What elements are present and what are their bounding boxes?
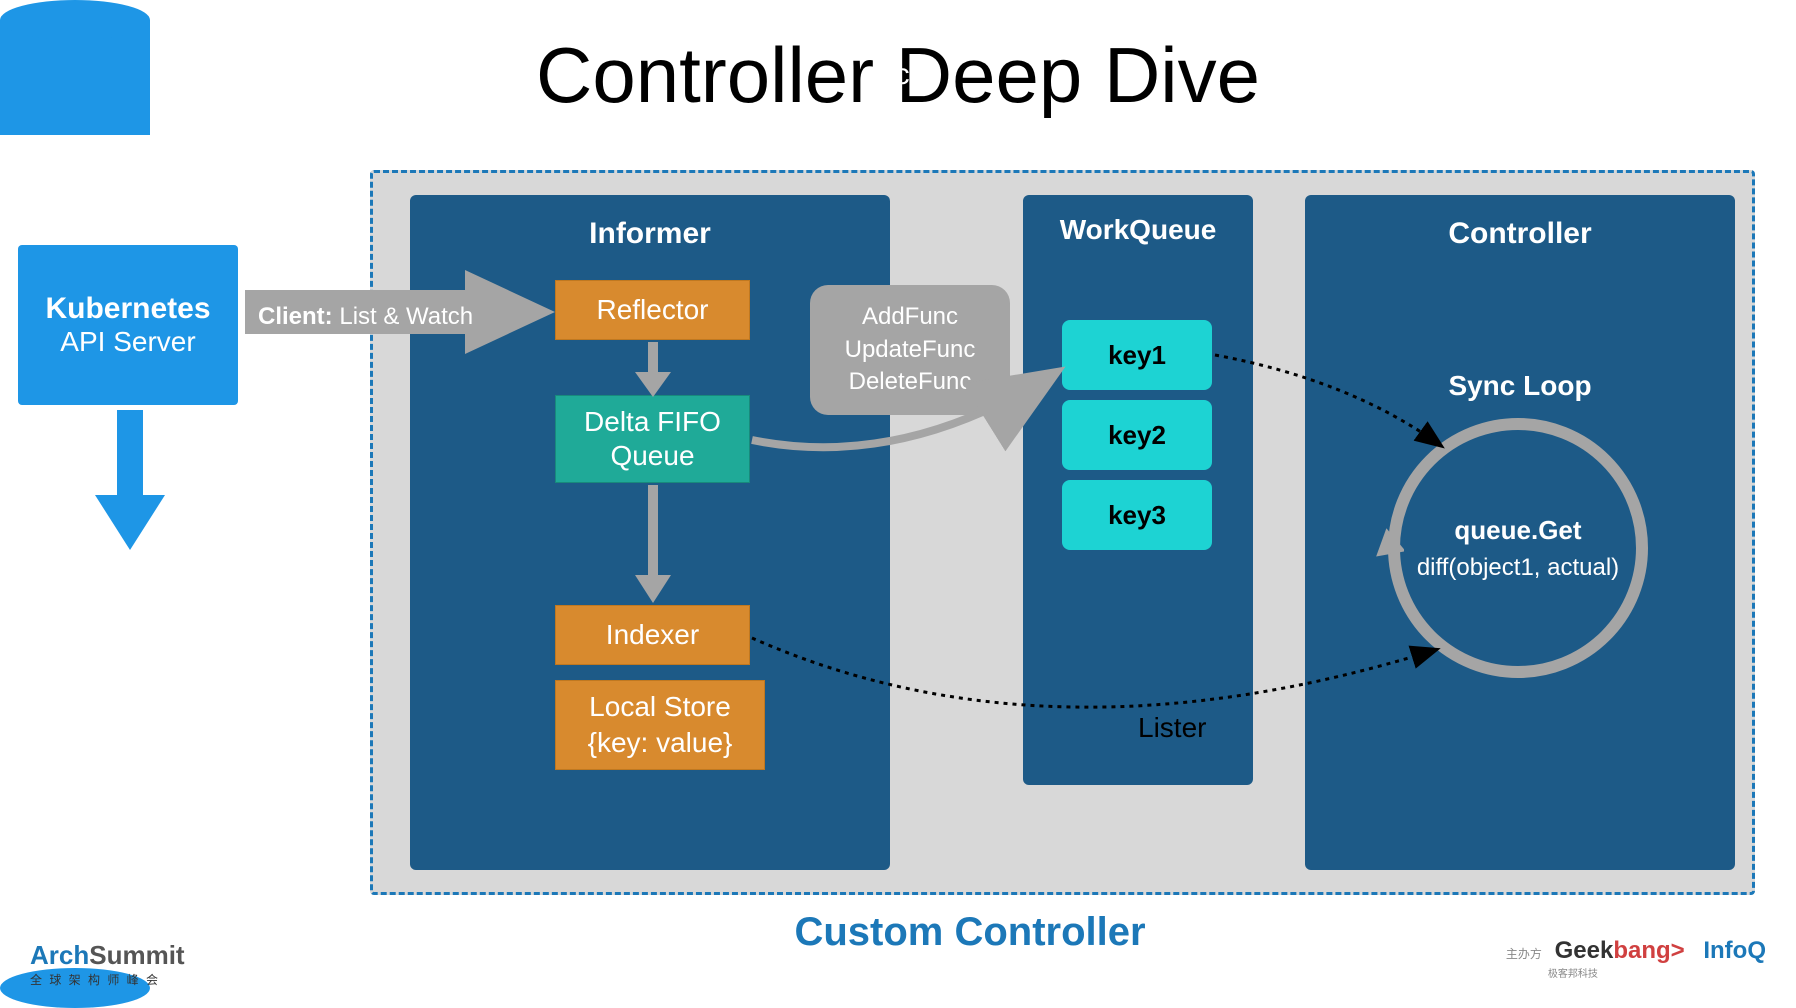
arrow-reflector-fifo (635, 342, 671, 397)
informer-title: Informer (410, 217, 890, 251)
workqueue-title: WorkQueue (1023, 213, 1253, 247)
etcd-label: etcd (0, 58, 1796, 92)
sync-loop-label: Sync Loop (1395, 370, 1645, 402)
indexer-box: Indexer (555, 605, 750, 665)
k8s-label-1: Kubernetes (45, 292, 210, 326)
custom-controller-label: Custom Controller (720, 910, 1220, 955)
sync-loop-l1: queue.Get (1454, 515, 1581, 546)
callback-funcs-box: AddFuncUpdateFuncDeleteFunc (810, 285, 1010, 415)
workqueue-key3: key3 (1062, 480, 1212, 550)
local-store-box: Local Store{key: value} (555, 680, 765, 770)
controller-title: Controller (1305, 217, 1735, 251)
workqueue-key2: key2 (1062, 400, 1212, 470)
arrow-fifo-indexer (635, 485, 671, 603)
k8s-label-2: API Server (60, 326, 195, 358)
arrow-k8s-etcd (95, 410, 165, 555)
footer-left-logo: ArchSummit 全 球 架 构 师 峰 会 (30, 940, 185, 988)
reflector-box: Reflector (555, 280, 750, 340)
arrow-client-label: Client: List & Watch (258, 303, 473, 331)
workqueue-key1: key1 (1062, 320, 1212, 390)
sync-loop-arrowhead (1374, 528, 1404, 558)
sync-loop-l2: diff(object1, actual) (1417, 554, 1619, 582)
sync-loop-circle: queue.Get diff(object1, actual) (1388, 418, 1648, 678)
lister-label: Lister (1138, 712, 1206, 744)
k8s-api-box: Kubernetes API Server (18, 245, 238, 405)
footer-right-logos: 主办方 Geekbang> InfoQ 极客邦科技 (1506, 937, 1766, 980)
delta-fifo-box: Delta FIFOQueue (555, 395, 750, 483)
